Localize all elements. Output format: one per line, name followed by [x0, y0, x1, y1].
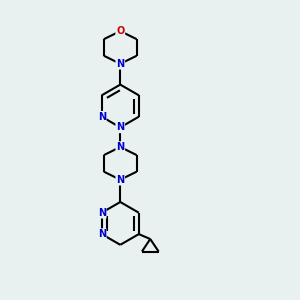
Text: N: N [116, 175, 124, 185]
Text: N: N [116, 122, 124, 132]
Text: N: N [98, 112, 106, 122]
Text: N: N [98, 229, 106, 239]
Text: N: N [116, 142, 124, 152]
Text: N: N [98, 208, 106, 218]
Text: N: N [116, 59, 124, 69]
Text: O: O [116, 26, 124, 36]
